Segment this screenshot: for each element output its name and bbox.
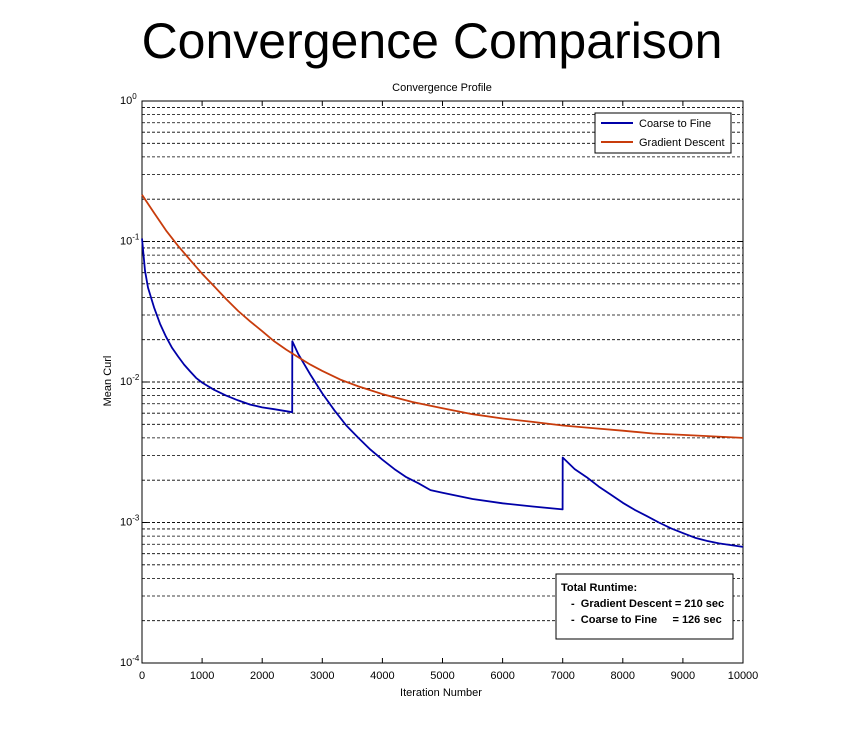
y-tick-label: 10-3 bbox=[120, 514, 140, 529]
series-lines bbox=[141, 194, 744, 548]
annotation-box bbox=[555, 573, 734, 640]
annotation-heading: Total Runtime: bbox=[561, 582, 637, 594]
legend-label-coarse-to-fine: Coarse to Fine bbox=[639, 118, 711, 130]
x-tick-label: 2000 bbox=[250, 670, 274, 682]
legend-box bbox=[594, 112, 732, 154]
x-tick-labels: 0 1000 2000 3000 4000 5000 6000 7000 8000 9000 100… bbox=[139, 670, 758, 682]
x-tick-label: 3000 bbox=[310, 670, 334, 682]
y-tick-label: 10-2 bbox=[120, 373, 140, 388]
y-tick-labels: 10-4 10-3 10-2 10-1 100 bbox=[120, 92, 140, 669]
x-tick-label: 6000 bbox=[490, 670, 514, 682]
annotation-line-coarse-to-fine: - Coarse to Fine = 126 sec bbox=[571, 614, 722, 626]
legend: Coarse to Fine Gradient Descent bbox=[594, 112, 732, 154]
y-tick-label: 100 bbox=[120, 92, 137, 107]
runtime-annotation: Total Runtime: - Gradient Descent = 210 … bbox=[555, 573, 734, 640]
x-tick-label: 1000 bbox=[190, 670, 214, 682]
y-tick-label: 10-4 bbox=[120, 654, 140, 669]
legend-label-gradient-descent: Gradient Descent bbox=[639, 137, 725, 149]
y-axis-title: Mean Curl bbox=[102, 356, 114, 407]
x-tick-label: 7000 bbox=[550, 670, 574, 682]
x-tick-label: 10000 bbox=[728, 670, 759, 682]
series-line-gradient-descent bbox=[141, 194, 744, 439]
annotation-line-gradient-descent: - Gradient Descent = 210 sec bbox=[571, 598, 724, 610]
x-tick-label: 0 bbox=[139, 670, 145, 682]
x-tick-label: 8000 bbox=[611, 670, 635, 682]
y-tick-label: 10-1 bbox=[120, 233, 140, 248]
plot-title: Convergence Profile bbox=[392, 82, 492, 94]
x-tick-label: 5000 bbox=[430, 670, 454, 682]
x-tick-label: 4000 bbox=[370, 670, 394, 682]
x-axis-title: Iteration Number bbox=[400, 687, 482, 699]
x-tick-label: 9000 bbox=[671, 670, 695, 682]
main-title: Convergence Comparison bbox=[142, 13, 723, 69]
axis-ticks bbox=[141, 100, 744, 664]
series-line-coarse-to-fine bbox=[141, 238, 744, 548]
